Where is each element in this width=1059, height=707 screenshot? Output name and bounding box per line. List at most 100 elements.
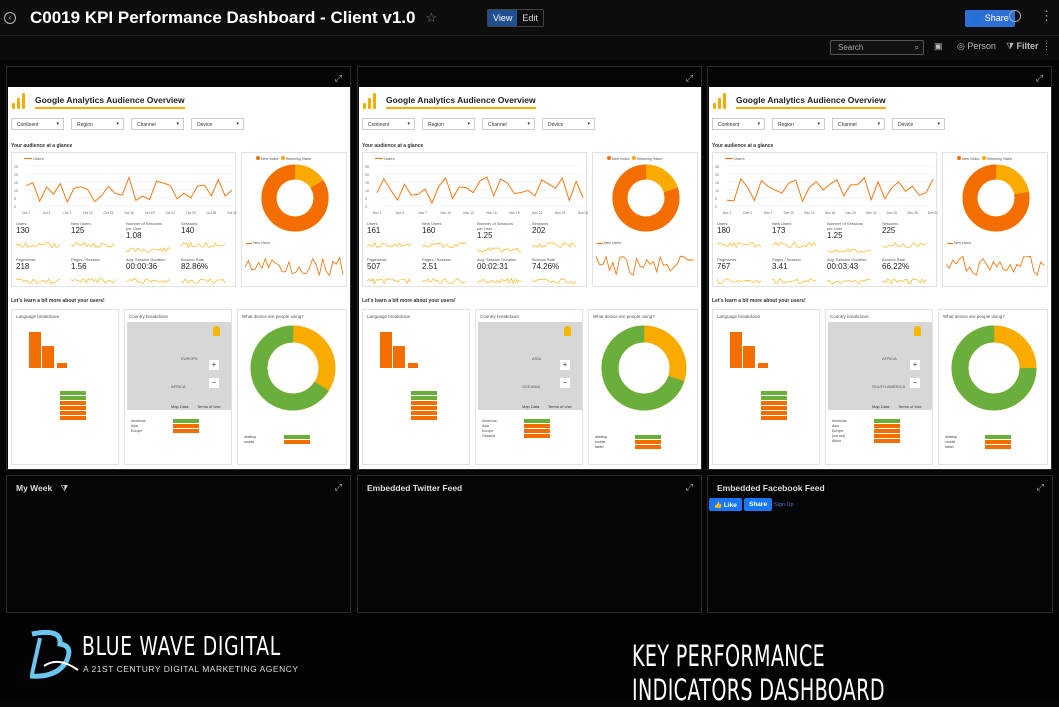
- users-card: Users 25 20 15 10 5 0 Dec 1 Dec 4 Dec 7 Dec 10 Dec …: [712, 152, 938, 287]
- y-tick-label: 0: [14, 205, 16, 209]
- share-button[interactable]: 👤 Share: [965, 10, 1015, 27]
- language-title: Language breakdown: [367, 314, 411, 319]
- ga-panel: ⤢ Google Analytics Audience Overview Conti…: [357, 66, 702, 470]
- filter-dropdown[interactable]: Continent: [362, 118, 415, 130]
- terms-link[interactable]: Terms of Use: [197, 404, 221, 409]
- filter-dropdown[interactable]: Device: [191, 118, 244, 130]
- trend-line: [421, 242, 467, 248]
- zoom-in-icon[interactable]: +: [910, 360, 920, 370]
- trend-line: [476, 247, 522, 253]
- y-tick-label: 10: [365, 189, 369, 193]
- ga-title: Google Analytics Audience Overview: [386, 95, 536, 109]
- filter-dropdown[interactable]: Device: [892, 118, 945, 130]
- map-data-link[interactable]: Map Data: [522, 404, 540, 409]
- expand-icon[interactable]: ⤢: [334, 482, 342, 492]
- person-filter[interactable]: ◎ Person: [957, 41, 996, 51]
- more-icon[interactable]: ⋮: [1040, 8, 1053, 23]
- new-users-chart: [596, 255, 695, 276]
- filter-dropdown[interactable]: Continent: [712, 118, 765, 130]
- streetview-icon[interactable]: [213, 326, 220, 336]
- users-legend: Users: [725, 156, 745, 161]
- streetview-icon[interactable]: [914, 326, 921, 336]
- expand-icon[interactable]: ⤢: [334, 73, 342, 83]
- fb-signup-link[interactable]: Sign Up: [774, 502, 794, 508]
- search-input[interactable]: Search ⌕: [830, 40, 924, 55]
- filter-dropdown[interactable]: Channel: [131, 118, 184, 130]
- save-icon[interactable]: ▣: [934, 41, 943, 51]
- kpi-tile: Pages / Session 1.56: [70, 257, 116, 289]
- filter-dropdown[interactable]: Region: [422, 118, 475, 130]
- kpi-sparkline: [125, 247, 171, 253]
- filter-dropdown[interactable]: Channel: [832, 118, 885, 130]
- fb-share-button[interactable]: Share: [744, 498, 773, 511]
- users-cell: [985, 444, 1011, 449]
- table-row: desktop: [244, 434, 340, 439]
- x-tick-label: Nov 1: [373, 211, 382, 215]
- filter-dropdown[interactable]: Channel: [482, 118, 535, 130]
- users-line-chart: 25 20 15 10 5 0 Dec 1 Dec 4 Dec 7 Dec 10 Dec 13 Dec…: [715, 165, 938, 215]
- view-edit-toggle: View Edit: [487, 9, 544, 27]
- filter-dropdown[interactable]: Region: [71, 118, 124, 130]
- x-tick-label: Dec 22: [866, 211, 877, 215]
- kpi-sparkline: [771, 241, 817, 248]
- country-map[interactable]: AFRICA SOUTH AMERICA + − Map Data Terms of Us…: [828, 322, 932, 410]
- donut-segment: [612, 164, 680, 232]
- zoom-out-icon[interactable]: −: [209, 378, 219, 388]
- zoom-out-icon[interactable]: −: [560, 378, 570, 388]
- users-cell: [524, 433, 550, 438]
- kpi-label: Bounce Rate: [181, 257, 205, 262]
- kpi-sparkline: [826, 279, 872, 284]
- kpi-tile: Number of Sessions per User 1.25: [826, 221, 872, 258]
- users-cell: [60, 405, 86, 410]
- expand-icon[interactable]: ⤢: [685, 73, 693, 83]
- filter-dropdown[interactable]: Region: [772, 118, 825, 130]
- language-table: [719, 390, 815, 420]
- edit-button[interactable]: Edit: [522, 13, 538, 23]
- streetview-icon[interactable]: [564, 326, 571, 336]
- country-map[interactable]: ASIA OCEANIA + − Map Data Terms of Use: [478, 322, 582, 410]
- expand-icon[interactable]: ⤢: [685, 482, 693, 492]
- kpi-value: 140: [181, 226, 195, 235]
- kpi-tile: Pageviews 507: [366, 257, 412, 289]
- device-card: What device are people using? desktop mobi…: [237, 309, 347, 465]
- table-row: [18, 400, 114, 405]
- country-name: Asia: [131, 423, 138, 428]
- zoom-out-icon[interactable]: −: [910, 378, 920, 388]
- kpi-tile: Users 161: [366, 221, 412, 253]
- terms-link[interactable]: Terms of Use: [898, 404, 922, 409]
- map-data-link[interactable]: Map Data: [872, 404, 890, 409]
- back-icon[interactable]: ‹: [4, 11, 16, 24]
- chat-icon[interactable]: [1009, 10, 1021, 22]
- filter-icon[interactable]: ⧩: [60, 483, 69, 493]
- kpi-label: Users: [16, 221, 27, 226]
- users-cell: [985, 434, 1011, 439]
- trend-line: [476, 277, 522, 285]
- filter-dropdown[interactable]: Device: [542, 118, 595, 130]
- x-tick-label: Nov 19: [509, 211, 520, 215]
- zoom-in-icon[interactable]: +: [560, 360, 570, 370]
- view-button[interactable]: View: [488, 10, 518, 26]
- terms-link[interactable]: Terms of Use: [548, 404, 572, 409]
- country-map[interactable]: EUROPE AFRICA + − Map Data Terms of Use: [127, 322, 231, 410]
- zoom-in-icon[interactable]: +: [209, 360, 219, 370]
- star-icon[interactable]: ☆: [425, 9, 438, 25]
- expand-icon[interactable]: ⤢: [1036, 482, 1044, 492]
- table-row: [719, 400, 815, 405]
- fb-like-button[interactable]: 👍 Like: [709, 498, 742, 511]
- trend-line: [245, 256, 344, 277]
- users-series: [25, 176, 233, 204]
- x-tick-label: Nov 7: [418, 211, 427, 215]
- filter-button[interactable]: ⧩ Filter: [1006, 41, 1039, 51]
- table-row: tablet: [945, 444, 1041, 449]
- users-cell: [411, 405, 437, 410]
- filter-more-icon[interactable]: ⋮: [1042, 41, 1051, 51]
- filter-dropdown[interactable]: Continent: [11, 118, 64, 130]
- kpi-tile: Users 180: [716, 221, 762, 253]
- my-week-label: My Week: [16, 483, 53, 493]
- expand-icon[interactable]: ⤢: [1035, 73, 1043, 83]
- kpi-label: Bounce Rate: [532, 257, 556, 262]
- map-data-link[interactable]: Map Data: [171, 404, 189, 409]
- y-tick-label: 15: [715, 181, 719, 185]
- x-tick-label: Nov 28: [578, 211, 588, 215]
- y-tick-label: 10: [14, 189, 18, 193]
